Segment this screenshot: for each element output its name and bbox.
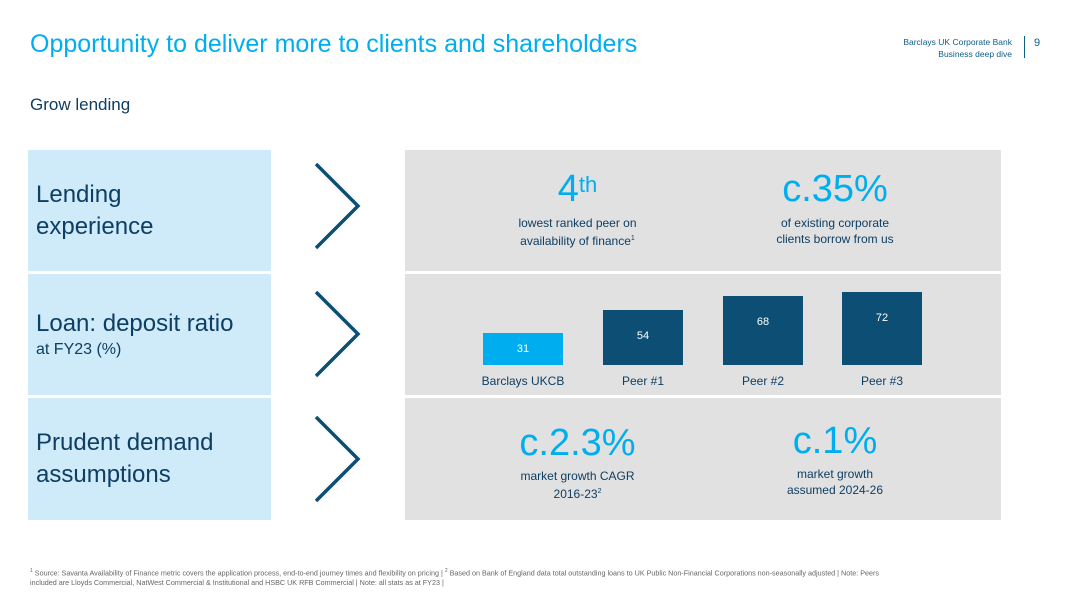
- stat-desc: clients borrow from us: [776, 232, 894, 246]
- page-number: 9: [1034, 37, 1041, 49]
- chevron-right-icon: [314, 162, 361, 250]
- bar-value-label: 54: [636, 330, 650, 342]
- footnote-text: Based on Bank of England data total outs…: [449, 568, 879, 578]
- stat-desc: assumed 2024-26: [786, 483, 884, 497]
- stat-desc: market growth: [796, 467, 874, 481]
- chart-bar: 68: [723, 296, 803, 365]
- stat-value: c.2.3%: [519, 422, 636, 464]
- stat-peer-rank: 4th lowest ranked peer on availability o…: [485, 168, 670, 249]
- bar-category-label: Peer #2: [741, 374, 785, 388]
- chevron-right-icon: [314, 290, 361, 378]
- footnote-marker: 1: [30, 568, 33, 574]
- prudent-demand-panel: c.2.3% market growth CAGR 2016-232 c.1% …: [405, 398, 1001, 520]
- bar-category-label: Barclays UKCB: [481, 374, 565, 388]
- chevron-right-icon: [314, 415, 361, 503]
- stat-value: c.1%: [792, 420, 878, 462]
- stat-desc: lowest ranked peer on: [518, 216, 637, 230]
- stat-clients-borrow: c.35% of existing corporate clients borr…: [740, 168, 930, 247]
- section-subtitle: Grow lending: [30, 95, 131, 114]
- footnote: 1 Source: Savanta Availability of Financ…: [30, 566, 1030, 588]
- bar-category-label: Peer #1: [621, 374, 665, 388]
- stat-market-growth-cagr: c.2.3% market growth CAGR 2016-232: [485, 422, 670, 502]
- lending-experience-panel: 4th lowest ranked peer on availability o…: [405, 150, 1001, 271]
- stat-desc: availability of finance: [520, 234, 631, 248]
- stat-value: 4: [557, 168, 579, 210]
- footnote-text: Source: Savanta Availability of Finance …: [34, 568, 445, 578]
- bar-value-label: 68: [756, 316, 770, 328]
- loan-deposit-chart: 31 Barclays UKCB 54 Peer #1 68 Peer #2 72 Peer …: [405, 274, 1001, 395]
- category-label: Lending experience: [36, 181, 154, 240]
- chart-bar: 54: [603, 310, 683, 365]
- category-label: Prudent demand assumptions: [36, 429, 214, 488]
- footnote-marker: 2: [444, 568, 448, 574]
- chart-bar: 72: [842, 292, 922, 365]
- category-sublabel: at FY23 (%): [36, 341, 122, 358]
- stat-desc: 2016-23: [553, 487, 598, 501]
- bar-value-label: 31: [516, 343, 530, 355]
- footnote-text: included are Lloyds Commercial, NatWest …: [30, 578, 444, 588]
- footnote-ref: 1: [630, 235, 635, 242]
- header-divider: [1024, 36, 1025, 58]
- stat-value: c.35%: [782, 168, 888, 210]
- stat-value-suffix: th: [578, 172, 598, 197]
- org-name: Barclays UK Corporate Bank: [903, 37, 1012, 47]
- chart-bar: 31: [483, 333, 563, 365]
- page-title: Opportunity to deliver more to clients a…: [30, 30, 638, 58]
- stat-market-growth-assumed: c.1% market growth assumed 2024-26: [740, 420, 930, 498]
- category-label: Loan: deposit ratio: [36, 310, 234, 337]
- category-lending-experience: Lending experience: [28, 150, 271, 271]
- footnote-ref: 2: [597, 488, 602, 495]
- org-header: Barclays UK Corporate Bank Business deep…: [903, 36, 1012, 60]
- category-prudent-demand: Prudent demand assumptions: [28, 398, 271, 520]
- stat-desc: market growth CAGR: [520, 469, 635, 483]
- stat-desc: of existing corporate: [780, 216, 890, 230]
- bar-category-label: Peer #3: [860, 374, 904, 388]
- org-section: Business deep dive: [938, 49, 1012, 59]
- category-loan-deposit-ratio: Loan: deposit ratio at FY23 (%): [28, 274, 271, 395]
- bar-value-label: 72: [875, 312, 889, 324]
